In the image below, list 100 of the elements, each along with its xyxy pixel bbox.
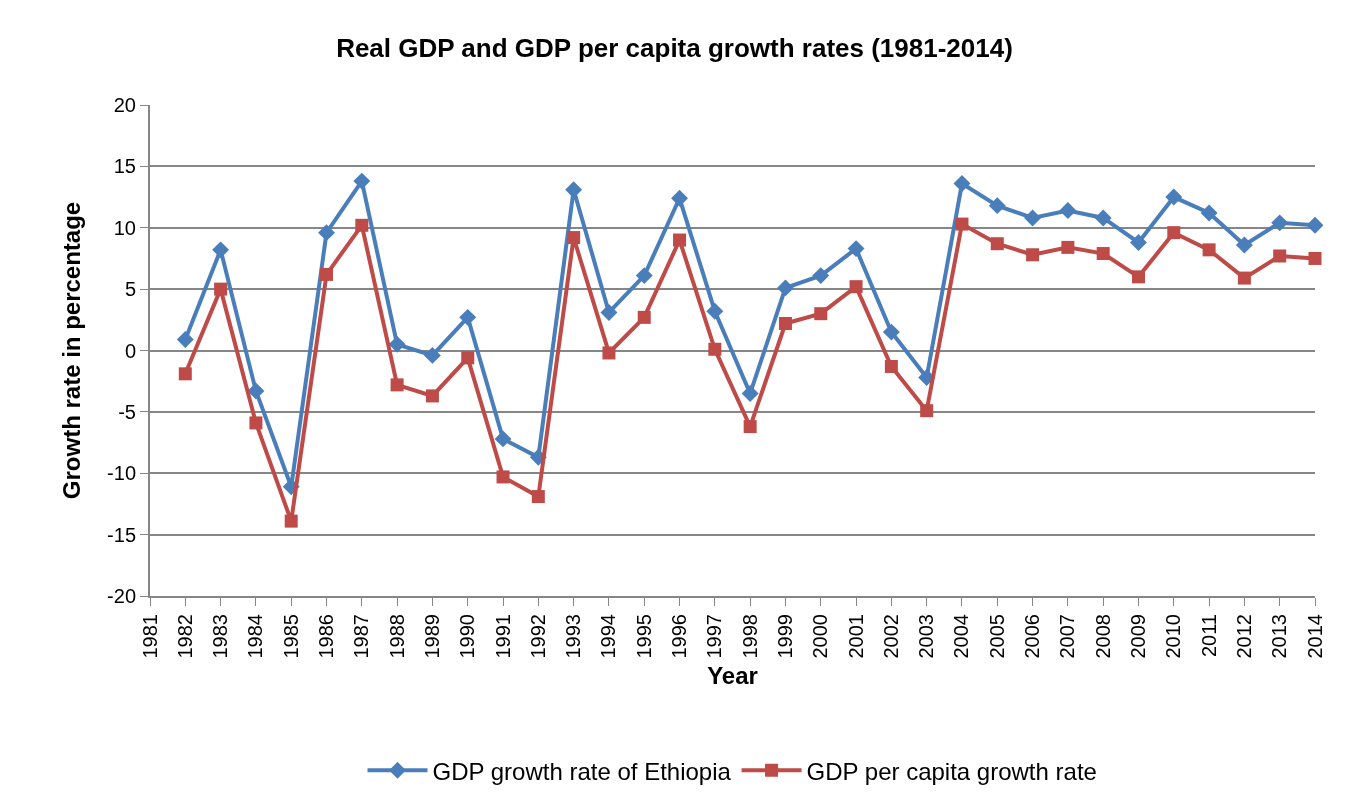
x-tick-label: 1999 (773, 614, 796, 659)
x-tick-label: 2012 (1232, 614, 1255, 659)
point (1271, 214, 1289, 232)
y-tick-label: 10 (113, 216, 136, 239)
x-tick-label: 2002 (879, 614, 902, 659)
y-tick-label: 0 (124, 339, 136, 362)
x-tick-label: 1991 (491, 614, 514, 659)
point (814, 307, 828, 321)
y-tick-label: -5 (118, 400, 136, 423)
point (1026, 248, 1040, 262)
point (635, 267, 653, 285)
y-tick-label: -20 (107, 585, 136, 607)
x-tick-label: 2004 (950, 614, 973, 659)
point (284, 514, 298, 528)
x-tick-label: 1990 (456, 614, 479, 659)
point (423, 346, 441, 364)
point (708, 342, 722, 356)
x-tick-label: 1984 (244, 614, 267, 659)
y-tick-label: 15 (113, 155, 136, 178)
y-tick-label: 20 (113, 94, 136, 116)
point (494, 430, 512, 448)
point (1061, 240, 1075, 254)
point (1273, 249, 1287, 263)
point (212, 241, 230, 259)
point (920, 404, 934, 418)
x-tick-label: 1988 (385, 614, 408, 659)
x-tick-label: 2001 (844, 614, 867, 659)
x-tick-label: 1986 (315, 614, 338, 659)
point (671, 189, 688, 207)
x-tick-label: 2007 (1056, 614, 1079, 659)
x-tick-label: 2008 (1091, 614, 1114, 659)
legend-label: GDP growth rate of Ethiopia (432, 757, 732, 785)
point (1059, 202, 1077, 220)
point (1235, 236, 1253, 254)
point (884, 359, 898, 373)
point (600, 304, 618, 321)
point (320, 267, 334, 281)
x-tick-label: 1982 (173, 614, 196, 659)
point (743, 420, 757, 434)
point (1094, 209, 1112, 227)
point (990, 237, 1004, 251)
point (1024, 209, 1042, 227)
legend-label: GDP per capita growth rate (806, 757, 1097, 785)
x-tick-label: 2014 (1303, 614, 1326, 659)
point (249, 416, 263, 430)
x-tick-label: 1992 (526, 614, 549, 659)
x-tick-label: 2000 (809, 614, 832, 659)
point (425, 389, 439, 403)
point (777, 279, 794, 297)
x-tick-label: 1997 (703, 614, 726, 659)
point (1308, 251, 1322, 265)
point (1167, 226, 1181, 240)
point (955, 217, 969, 231)
x-tick-label: 2010 (1162, 614, 1185, 659)
point (847, 240, 865, 258)
point (1130, 234, 1147, 251)
x-tick-label: 1981 (138, 614, 161, 659)
x-tick-label: 1996 (668, 614, 691, 659)
point (637, 310, 651, 324)
point (459, 308, 477, 326)
point (247, 382, 265, 400)
x-tick-label: 1998 (738, 614, 761, 659)
point (178, 367, 192, 381)
point (496, 470, 510, 484)
point (1200, 204, 1218, 222)
point (988, 197, 1006, 215)
point (176, 331, 194, 348)
x-tick-label: 1989 (420, 614, 443, 659)
point (673, 233, 687, 247)
x-tick-label: 2005 (985, 614, 1008, 659)
x-tick-label: 2011 (1197, 614, 1220, 658)
chart-title: Real GDP and GDP per capita growth rates (1981-2014) (336, 33, 1013, 64)
x-tick-label: 1983 (209, 614, 232, 659)
x-tick-label: 2013 (1268, 614, 1291, 659)
point (390, 378, 404, 392)
point (849, 280, 863, 294)
point (318, 224, 335, 242)
x-tick-label: 1985 (279, 614, 302, 659)
point (1096, 247, 1110, 261)
y-tick-label: 5 (124, 278, 136, 301)
x-axis-title: Year (707, 662, 758, 690)
x-tick-label: 2009 (1126, 614, 1149, 659)
point (531, 490, 545, 504)
point (355, 218, 369, 232)
x-tick-label: 1995 (632, 614, 655, 659)
x-tick-label: 2003 (915, 614, 938, 659)
y-axis-title: Growth rate in percentage (57, 201, 85, 500)
x-tick-label: 1994 (597, 614, 620, 659)
point (741, 385, 759, 402)
x-tick-label: 2006 (1021, 614, 1044, 659)
point (461, 351, 475, 365)
point (1202, 243, 1216, 257)
point (353, 172, 371, 190)
point (1237, 271, 1251, 285)
x-tick-label: 1987 (350, 614, 373, 659)
point (882, 323, 900, 341)
point (1131, 270, 1145, 284)
point (388, 335, 406, 353)
point (1306, 216, 1324, 234)
point (778, 317, 792, 330)
